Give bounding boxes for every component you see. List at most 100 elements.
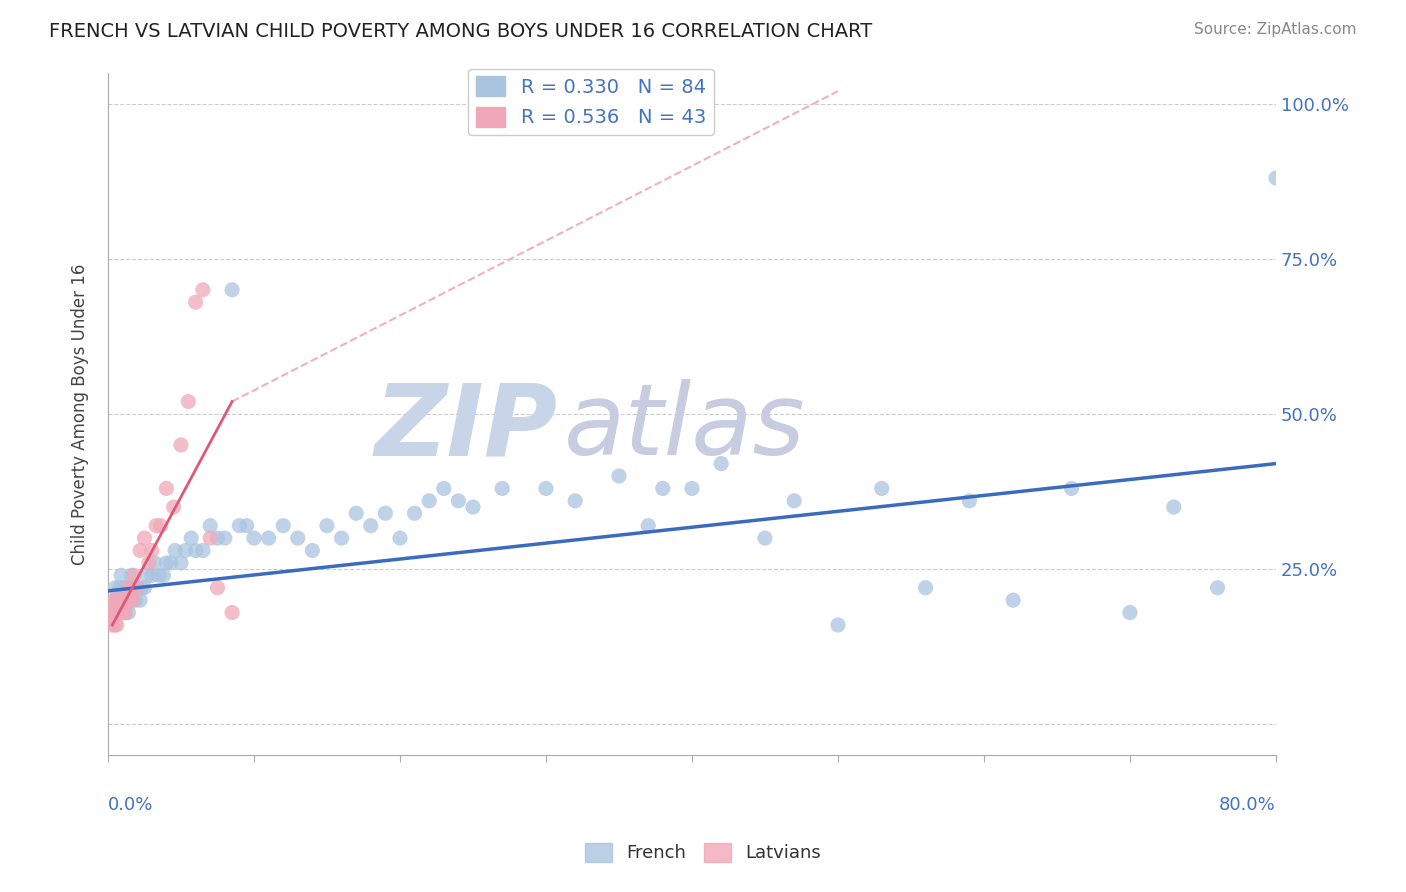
Point — [1002, 593, 1025, 607]
Point — [191, 283, 214, 297]
Point — [105, 606, 128, 620]
Point — [115, 593, 138, 607]
Text: atlas: atlas — [564, 379, 806, 476]
Point — [108, 606, 131, 620]
Point — [221, 283, 243, 297]
Point — [870, 482, 893, 496]
Point — [134, 531, 156, 545]
Point — [163, 500, 186, 514]
Point — [184, 295, 207, 310]
Point — [433, 482, 456, 496]
Point — [127, 581, 149, 595]
Point — [198, 518, 221, 533]
Point — [111, 593, 134, 607]
Point — [105, 618, 128, 632]
Point — [111, 606, 134, 620]
Point — [122, 568, 145, 582]
Point — [374, 506, 396, 520]
Point — [105, 593, 128, 607]
Point — [131, 581, 153, 595]
Point — [120, 581, 142, 595]
Point — [112, 581, 135, 595]
Point — [184, 543, 207, 558]
Point — [191, 543, 214, 558]
Point — [287, 531, 309, 545]
Point — [134, 581, 156, 595]
Point — [122, 581, 145, 595]
Point — [607, 469, 630, 483]
Point — [110, 568, 132, 582]
Point — [1119, 606, 1142, 620]
Text: FRENCH VS LATVIAN CHILD POVERTY AMONG BOYS UNDER 16 CORRELATION CHART: FRENCH VS LATVIAN CHILD POVERTY AMONG BO… — [49, 22, 873, 41]
Point — [118, 593, 141, 607]
Point — [155, 482, 177, 496]
Text: 80.0%: 80.0% — [1219, 797, 1277, 814]
Point — [710, 457, 733, 471]
Point — [108, 606, 131, 620]
Point — [1060, 482, 1083, 496]
Text: 0.0%: 0.0% — [108, 797, 153, 814]
Point — [243, 531, 266, 545]
Point — [101, 618, 124, 632]
Point — [103, 593, 125, 607]
Point — [330, 531, 353, 545]
Point — [121, 593, 143, 607]
Point — [118, 593, 141, 607]
Point — [257, 531, 280, 545]
Point — [108, 581, 131, 595]
Point — [221, 606, 243, 620]
Point — [754, 531, 776, 545]
Point — [207, 581, 229, 595]
Point — [149, 518, 172, 533]
Point — [110, 593, 132, 607]
Point — [125, 593, 148, 607]
Point — [110, 606, 132, 620]
Point — [404, 506, 426, 520]
Point — [117, 606, 139, 620]
Point — [1206, 581, 1229, 595]
Point — [159, 556, 181, 570]
Point — [170, 438, 193, 452]
Point — [783, 493, 806, 508]
Text: Source: ZipAtlas.com: Source: ZipAtlas.com — [1194, 22, 1357, 37]
Legend: R = 0.330   N = 84, R = 0.536   N = 43: R = 0.330 N = 84, R = 0.536 N = 43 — [468, 69, 714, 135]
Point — [111, 606, 134, 620]
Point — [681, 482, 703, 496]
Point — [112, 593, 135, 607]
Point — [388, 531, 411, 545]
Point — [117, 581, 139, 595]
Y-axis label: Child Poverty Among Boys Under 16: Child Poverty Among Boys Under 16 — [72, 263, 89, 565]
Point — [120, 568, 142, 582]
Point — [107, 606, 129, 620]
Point — [564, 493, 586, 508]
Point — [127, 581, 149, 595]
Point — [170, 556, 193, 570]
Point — [143, 556, 166, 570]
Point — [491, 482, 513, 496]
Point — [301, 543, 323, 558]
Point — [214, 531, 236, 545]
Point — [447, 493, 470, 508]
Point — [228, 518, 250, 533]
Point — [138, 556, 160, 570]
Point — [107, 593, 129, 607]
Point — [344, 506, 367, 520]
Point — [117, 581, 139, 595]
Point — [198, 531, 221, 545]
Point — [104, 618, 127, 632]
Point — [235, 518, 257, 533]
Point — [136, 568, 159, 582]
Legend: French, Latvians: French, Latvians — [578, 836, 828, 870]
Point — [141, 543, 163, 558]
Point — [207, 531, 229, 545]
Point — [103, 606, 125, 620]
Point — [461, 500, 484, 514]
Point — [111, 593, 134, 607]
Point — [177, 394, 200, 409]
Point — [174, 543, 197, 558]
Point — [118, 581, 141, 595]
Point — [145, 518, 167, 533]
Text: ZIP: ZIP — [374, 379, 558, 476]
Point — [271, 518, 294, 533]
Point — [1163, 500, 1185, 514]
